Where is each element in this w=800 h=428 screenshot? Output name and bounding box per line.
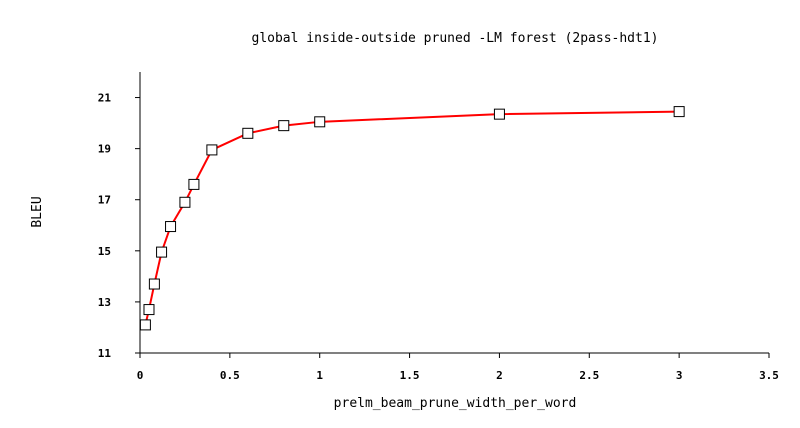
x-tick-label: 3	[676, 369, 683, 382]
y-axis-label: BLEU	[30, 196, 45, 227]
data-point-marker	[165, 221, 177, 233]
data-point-marker	[143, 304, 155, 316]
axes: 0 0.5 1 1.5 2 2.5 3 3.5 11 13 15 17 19 21	[98, 72, 779, 382]
data-point-marker	[278, 120, 290, 132]
x-tick-label: 1	[316, 369, 323, 382]
data-point-marker	[179, 196, 191, 208]
x-tick-label: 0.5	[220, 369, 240, 382]
y-tick-label: 13	[98, 296, 111, 309]
y-tick-label: 17	[98, 194, 111, 207]
data-point-marker	[314, 116, 326, 128]
data-point-marker	[156, 246, 168, 258]
data-point-marker	[206, 144, 218, 156]
data-point-marker	[148, 278, 160, 290]
y-tick-label: 19	[98, 143, 111, 156]
x-tick-label: 2	[496, 369, 503, 382]
plot-area	[139, 106, 685, 331]
y-tick-label: 15	[98, 245, 111, 258]
y-tick-label: 11	[98, 347, 112, 360]
chart-title: global inside-outside pruned -LM forest …	[252, 31, 659, 46]
series-line	[144, 110, 680, 326]
x-tick-label: 2.5	[579, 369, 599, 382]
x-tick-label: 1.5	[400, 369, 420, 382]
data-point-marker	[493, 108, 505, 120]
y-tick-label: 21	[98, 92, 112, 105]
data-point-marker	[139, 319, 151, 331]
data-point-marker	[188, 178, 200, 190]
x-axis-label: prelm_beam_prune_width_per_word	[334, 396, 577, 411]
x-tick-label: 0	[137, 369, 144, 382]
data-point-marker	[242, 127, 254, 139]
x-tick-label: 3.5	[759, 369, 779, 382]
data-point-marker	[673, 106, 685, 118]
